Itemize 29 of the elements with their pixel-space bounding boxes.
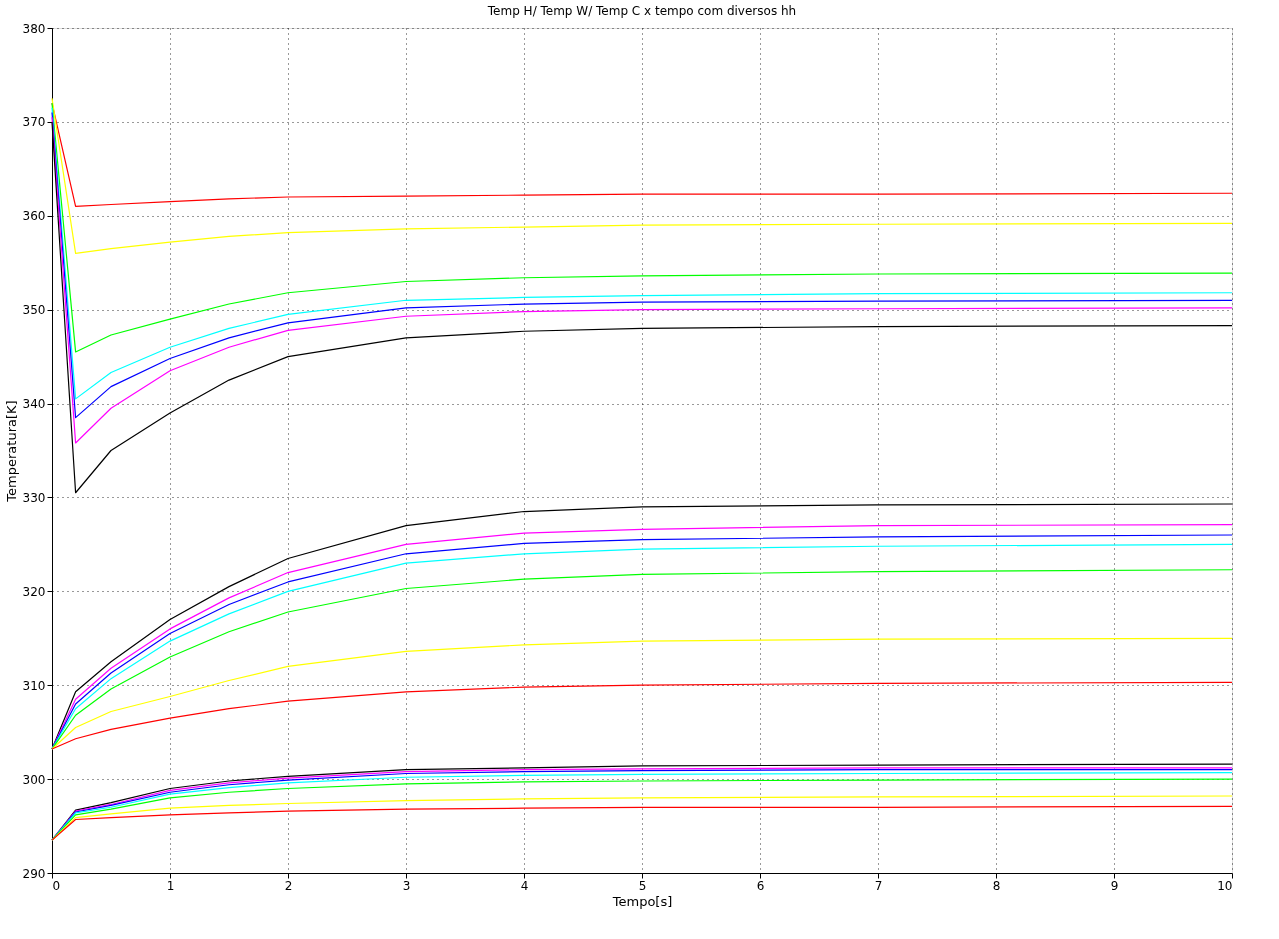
y-tick-label: 350 <box>22 303 46 318</box>
x-tick-label: 4 <box>520 878 529 893</box>
x-tick-label: 0 <box>52 878 61 893</box>
y-tick-label: 300 <box>22 772 46 787</box>
y-tick-label: 330 <box>22 490 46 505</box>
x-tick-label: 10 <box>1217 878 1233 893</box>
x-tick-label: 9 <box>1110 878 1119 893</box>
line-series <box>51 97 1233 254</box>
line-series <box>51 805 1233 841</box>
y-tick-label: 320 <box>22 584 46 599</box>
y-tick-label: 290 <box>22 866 46 881</box>
y-tick-label: 370 <box>22 115 46 130</box>
chart-title: Temp H/ Temp W/ Temp C x tempo com diversos hh <box>486 4 797 18</box>
x-tick-label: 2 <box>284 878 293 893</box>
x-tick-label: 5 <box>638 878 647 893</box>
y-tick-label: 380 <box>22 21 46 36</box>
y-tick-label: 340 <box>22 397 46 412</box>
line-series <box>51 637 1233 750</box>
line-series <box>51 102 1233 353</box>
x-tick-label: 7 <box>874 878 883 893</box>
y-axis-title: Temperatura[K] <box>3 400 19 503</box>
x-tick-label: 6 <box>756 878 765 893</box>
x-tick-label: 1 <box>166 878 175 893</box>
x-axis-title: Tempo[s] <box>611 893 673 909</box>
line-series <box>51 681 1233 750</box>
x-tick-label: 8 <box>992 878 1001 893</box>
x-tick-label: 3 <box>402 878 411 893</box>
y-tick-label: 360 <box>22 209 46 224</box>
y-tick-label: 310 <box>22 678 46 693</box>
